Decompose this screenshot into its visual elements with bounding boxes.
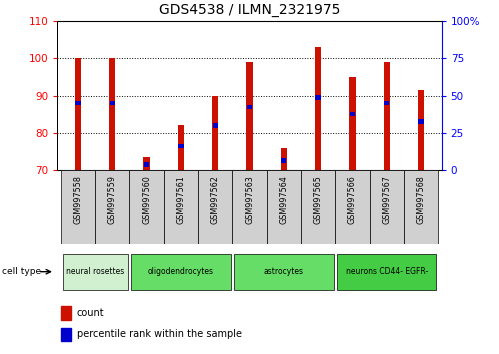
Bar bbox=[178, 143, 184, 148]
Text: percentile rank within the sample: percentile rank within the sample bbox=[77, 330, 242, 339]
Text: count: count bbox=[77, 308, 104, 318]
Bar bbox=[129, 170, 164, 244]
Text: GSM997564: GSM997564 bbox=[279, 175, 288, 224]
Bar bbox=[233, 170, 266, 244]
Bar bbox=[61, 327, 71, 341]
Text: GSM997560: GSM997560 bbox=[142, 175, 151, 224]
Bar bbox=[404, 170, 438, 244]
Bar bbox=[234, 254, 333, 290]
Bar bbox=[212, 96, 218, 170]
Bar bbox=[131, 254, 231, 290]
Bar bbox=[164, 170, 198, 244]
Bar bbox=[62, 254, 128, 290]
Text: GSM997563: GSM997563 bbox=[245, 175, 254, 224]
Bar bbox=[349, 77, 355, 170]
Bar bbox=[418, 90, 424, 170]
Bar bbox=[144, 157, 150, 170]
Text: cell type: cell type bbox=[2, 267, 41, 276]
Bar bbox=[178, 125, 184, 170]
Bar bbox=[335, 170, 370, 244]
Bar bbox=[315, 47, 321, 170]
Bar bbox=[198, 170, 233, 244]
Bar bbox=[213, 123, 218, 127]
Bar bbox=[110, 101, 115, 105]
Text: GSM997568: GSM997568 bbox=[417, 175, 426, 224]
Bar bbox=[61, 307, 71, 320]
Title: GDS4538 / ILMN_2321975: GDS4538 / ILMN_2321975 bbox=[159, 4, 340, 17]
Bar bbox=[109, 58, 115, 170]
Bar bbox=[75, 101, 81, 105]
Bar bbox=[315, 95, 321, 100]
Text: GSM997561: GSM997561 bbox=[176, 175, 186, 224]
Text: GSM997567: GSM997567 bbox=[382, 175, 391, 224]
Bar bbox=[144, 162, 149, 167]
Text: GSM997562: GSM997562 bbox=[211, 175, 220, 224]
Bar bbox=[75, 58, 81, 170]
Bar bbox=[301, 170, 335, 244]
Bar bbox=[247, 104, 252, 109]
Bar bbox=[418, 119, 424, 124]
Text: neural rosettes: neural rosettes bbox=[66, 267, 124, 276]
Bar bbox=[350, 112, 355, 116]
Text: GSM997565: GSM997565 bbox=[313, 175, 323, 224]
Bar bbox=[370, 170, 404, 244]
Bar bbox=[281, 148, 287, 170]
Bar bbox=[384, 62, 390, 170]
Text: GSM997566: GSM997566 bbox=[348, 175, 357, 224]
Text: neurons CD44- EGFR-: neurons CD44- EGFR- bbox=[346, 267, 428, 276]
Text: astrocytes: astrocytes bbox=[264, 267, 304, 276]
Bar bbox=[247, 62, 252, 170]
Bar bbox=[337, 254, 437, 290]
Text: GSM997558: GSM997558 bbox=[73, 175, 82, 224]
Text: oligodendrocytes: oligodendrocytes bbox=[148, 267, 214, 276]
Bar bbox=[281, 158, 286, 163]
Bar bbox=[266, 170, 301, 244]
Text: GSM997559: GSM997559 bbox=[108, 175, 117, 224]
Bar bbox=[384, 101, 389, 105]
Bar bbox=[95, 170, 129, 244]
Bar bbox=[61, 170, 95, 244]
